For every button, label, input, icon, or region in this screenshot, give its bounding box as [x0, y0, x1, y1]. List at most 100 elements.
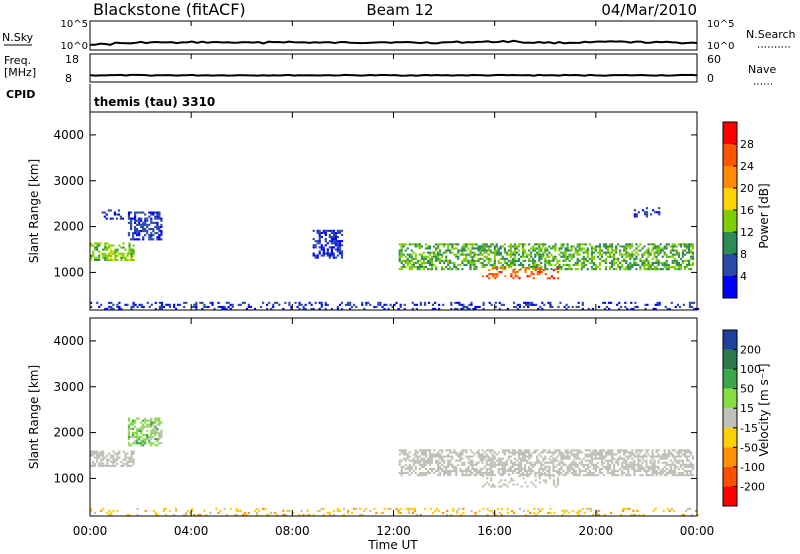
power-cell [671, 247, 674, 250]
velocity-cell [568, 457, 571, 460]
y-tick-label: 4000 [53, 128, 84, 142]
power-cell [613, 261, 616, 264]
velocity-cell [528, 473, 531, 476]
power-cell [96, 301, 99, 304]
velocity-cell [516, 483, 519, 486]
velocity-cell [522, 453, 525, 456]
velocity-cell [566, 467, 569, 470]
power-cell [404, 243, 407, 246]
velocity-cell [150, 438, 153, 441]
power-cell [419, 301, 422, 304]
power-cell [416, 261, 419, 264]
power-cell [351, 305, 354, 308]
power-cell [609, 251, 612, 254]
power-cell [566, 255, 569, 258]
power-cell [688, 305, 692, 308]
power-cell [548, 263, 551, 266]
velocity-cell [492, 511, 495, 514]
power-cell [588, 261, 591, 264]
velocity-cell [550, 451, 553, 454]
power-cell [104, 244, 107, 247]
velocity-cell [633, 461, 636, 464]
power-cell [498, 301, 501, 304]
velocity-cell [130, 460, 133, 463]
velocity-cell [140, 442, 143, 445]
power-cell [334, 242, 337, 245]
power-cell [467, 243, 470, 246]
power-cell [330, 246, 333, 249]
velocity-cell [112, 509, 115, 512]
velocity-cell [398, 472, 401, 475]
power-cell [558, 259, 561, 262]
power-cell [463, 257, 466, 260]
power-cell [609, 266, 612, 269]
power-cell [450, 301, 453, 304]
velocity-cell [677, 455, 680, 458]
power-cell [402, 266, 405, 269]
power-cell [406, 257, 409, 260]
velocity-cell [661, 453, 664, 456]
power-cell [422, 251, 425, 254]
velocity-cell [589, 509, 592, 512]
power-cell [645, 215, 649, 218]
power-cell [578, 259, 581, 262]
power-cell [116, 303, 119, 306]
velocity-cell [661, 461, 664, 464]
velocity-cell [138, 427, 141, 430]
power-cell [574, 263, 577, 266]
power-cell [132, 236, 135, 239]
velocity-cell [492, 483, 495, 486]
velocity-cell [94, 452, 97, 455]
velocity-cell [661, 455, 664, 458]
velocity-cell [690, 513, 694, 516]
power-cell [441, 259, 444, 262]
power-cell [605, 305, 609, 308]
power-cell [659, 247, 662, 250]
velocity-cell [433, 455, 436, 458]
velocity-cell [459, 451, 462, 454]
velocity-cell [507, 457, 510, 460]
power-cell [115, 217, 118, 220]
velocity-cell [570, 461, 573, 464]
power-cell [544, 261, 547, 264]
power-cell [424, 261, 428, 264]
velocity-cell [604, 467, 608, 470]
power-cell [146, 223, 149, 226]
velocity-cell [635, 463, 638, 466]
velocity-cell [160, 436, 163, 439]
power-cell [685, 245, 689, 248]
velocity-cell [150, 417, 153, 420]
velocity-cell [493, 455, 496, 458]
power-cell [340, 307, 344, 310]
power-cell [568, 266, 571, 269]
power-cell [320, 244, 323, 247]
power-cell [150, 238, 153, 241]
power-cell [665, 243, 668, 246]
velocity-cell [553, 511, 556, 514]
power-cell [641, 263, 644, 266]
power-cell [114, 256, 117, 259]
velocity-cell [544, 467, 547, 470]
power-cell [332, 256, 335, 259]
power-cell [426, 268, 430, 271]
velocity-cell [485, 459, 488, 462]
velocity-cell [647, 474, 650, 477]
velocity-cell [613, 469, 616, 472]
velocity-cell [576, 453, 579, 456]
velocity-cell [498, 481, 501, 484]
power-cell [150, 211, 153, 214]
power-cell [108, 258, 111, 261]
velocity-cell [134, 436, 137, 439]
power-cell [404, 259, 407, 262]
velocity-cell [255, 507, 259, 510]
power-cell [566, 263, 569, 266]
velocity-cell [663, 453, 666, 456]
power-cell [361, 303, 364, 306]
power-cell [406, 263, 409, 266]
velocity-heatmap [90, 417, 700, 516]
power-cell [483, 263, 486, 266]
power-cell [491, 263, 494, 266]
power-cell [665, 247, 668, 250]
velocity-cell [594, 474, 597, 477]
velocity-cell [397, 511, 400, 514]
